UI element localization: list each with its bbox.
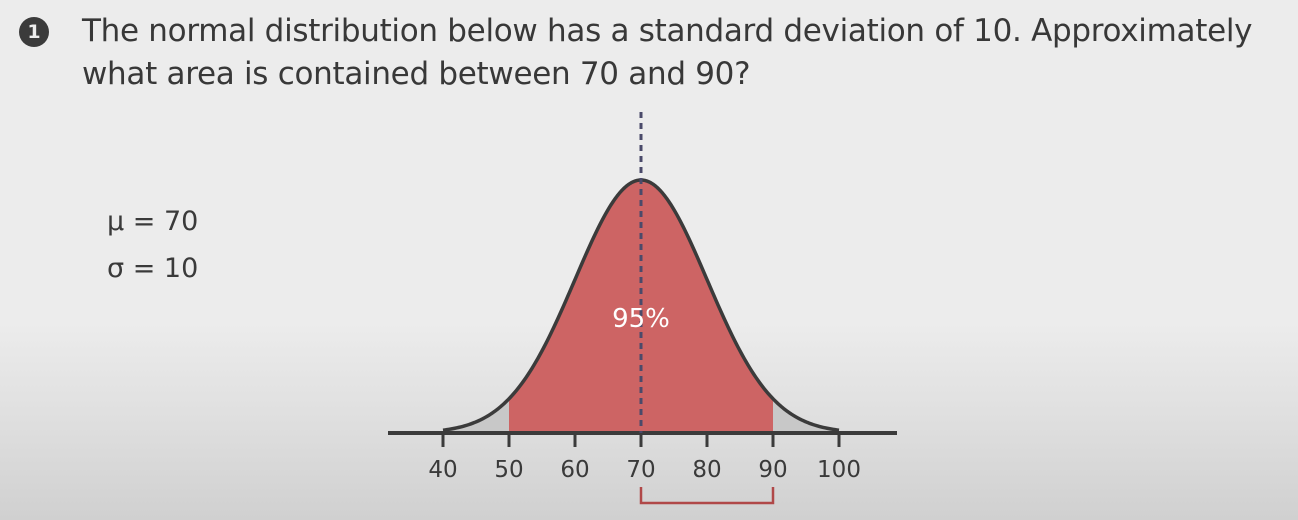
question-block: 1 The normal distribution below has a st… xyxy=(0,0,1298,110)
x-tick-label: 90 xyxy=(758,457,787,483)
std-dev-parameter: σ = 10 xyxy=(107,253,199,284)
x-tick-label: 60 xyxy=(560,457,589,483)
x-tick-label: 40 xyxy=(428,457,457,483)
mean-parameter: μ = 70 xyxy=(107,206,199,237)
x-tick-label: 70 xyxy=(626,457,655,483)
shaded-percent-label: 95% xyxy=(612,304,670,334)
x-tick-label: 80 xyxy=(692,457,721,483)
question-number-badge: 1 xyxy=(19,17,49,47)
question-text: The normal distribution below has a stan… xyxy=(82,13,1253,92)
distribution-parameters: μ = 70 σ = 10 xyxy=(107,198,198,292)
range-bracket xyxy=(639,487,775,505)
x-tick-label: 100 xyxy=(817,457,861,483)
shaded-region xyxy=(509,180,773,433)
left-tail-region xyxy=(443,398,509,433)
x-tick-label: 50 xyxy=(494,457,523,483)
right-tail-region xyxy=(773,398,839,433)
